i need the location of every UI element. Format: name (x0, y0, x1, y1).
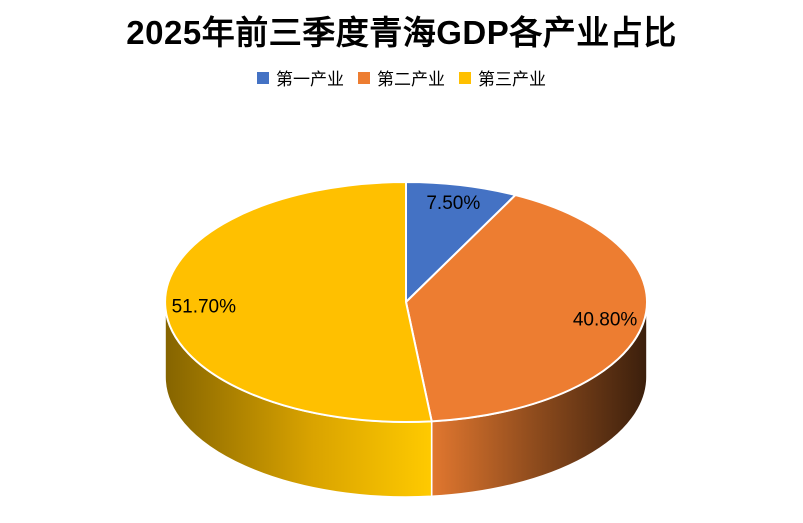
legend-item-tertiary-industry: 第三产业 (459, 65, 546, 90)
pie-data-label-第一产业: 7.50% (426, 193, 480, 214)
pie-slice-第二产业 (405, 194, 648, 423)
legend-label: 第三产业 (478, 70, 546, 89)
legend-item-secondary-industry: 第二产业 (358, 65, 445, 90)
legend-label: 第二产业 (377, 70, 445, 89)
legend-label: 第一产业 (276, 70, 344, 89)
pie-slice-第一产业 (405, 181, 517, 303)
legend: 第一产业 第二产业 第三产业 (0, 65, 803, 90)
legend-swatch-icon (257, 71, 269, 84)
legend-swatch-icon (358, 71, 370, 84)
pie-data-label-第二产业: 40.80% (573, 309, 638, 330)
chart-title: 2025年前三季度青海GDP各产业占比 (126, 14, 677, 51)
legend-swatch-icon (459, 71, 471, 84)
legend-item-primary-industry: 第一产业 (257, 65, 344, 90)
pie-data-label-第三产业: 51.70% (172, 296, 237, 317)
pie-slice-第三产业 (164, 181, 433, 423)
